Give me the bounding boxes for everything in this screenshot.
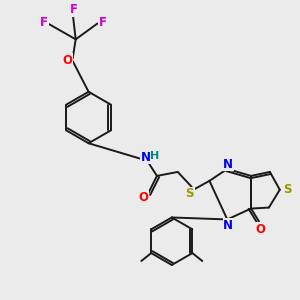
Text: O: O	[255, 223, 265, 236]
Text: H: H	[150, 151, 160, 161]
Text: S: S	[185, 187, 194, 200]
Text: O: O	[63, 54, 73, 67]
Text: N: N	[223, 219, 233, 232]
Text: F: F	[40, 16, 48, 29]
Text: N: N	[223, 158, 233, 170]
Text: F: F	[70, 3, 78, 16]
Text: N: N	[141, 151, 151, 164]
Text: O: O	[138, 191, 148, 204]
Text: S: S	[284, 183, 292, 196]
Text: F: F	[98, 16, 106, 29]
